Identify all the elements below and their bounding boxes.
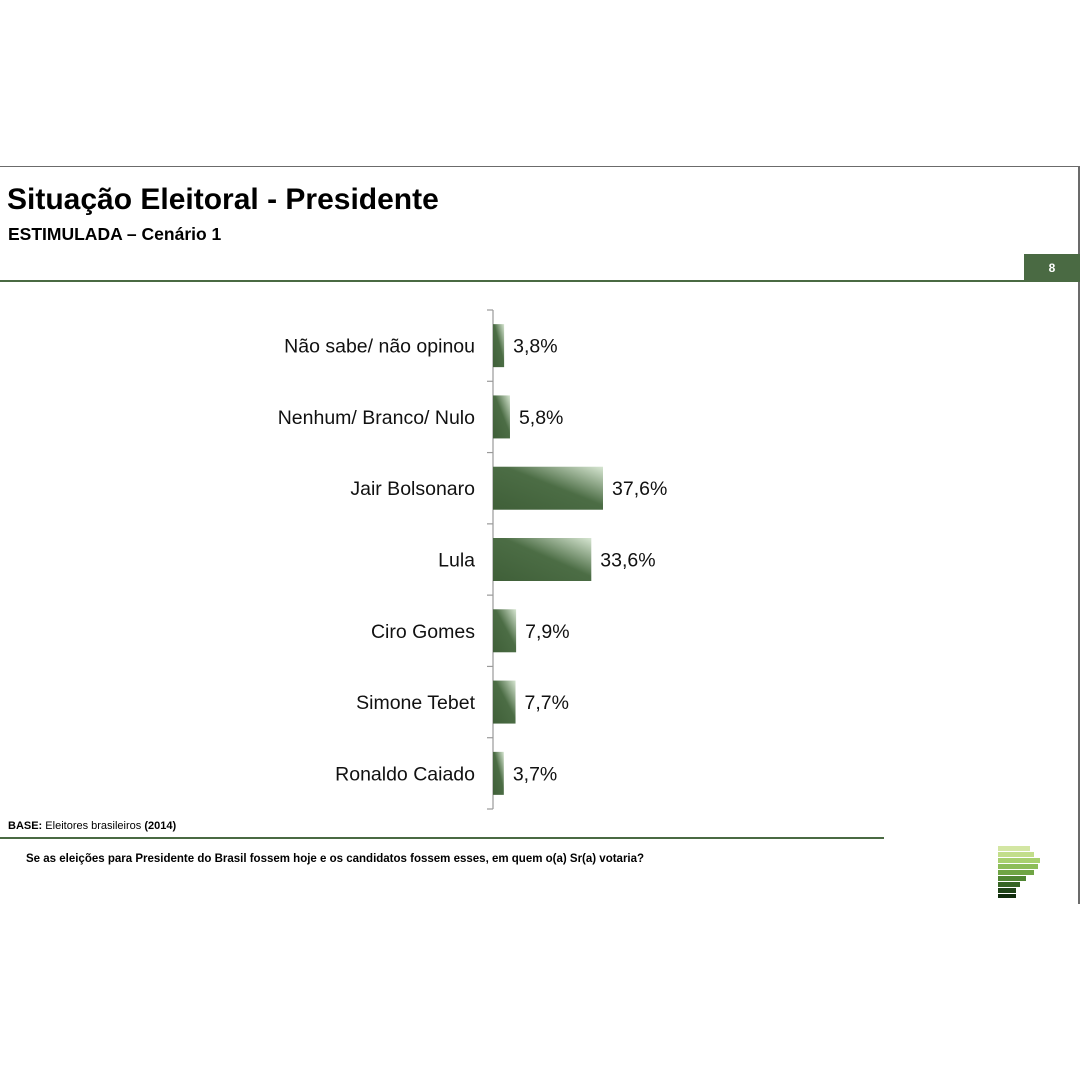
category-label: Ciro Gomes (371, 621, 475, 643)
bar (493, 680, 516, 724)
header-divider (0, 280, 1080, 282)
value-label: 3,8% (513, 336, 557, 358)
stacked-bars-logo-icon (998, 846, 1040, 898)
base-label: BASE: (8, 820, 43, 832)
page-title: Situação Eleitoral - Presidente (7, 183, 439, 216)
page-number-badge: 8 (1024, 254, 1080, 281)
survey-question: Se as eleições para Presidente do Brasil… (26, 853, 645, 865)
base-note: BASE: Eleitores brasileiros (2014) (8, 820, 176, 832)
category-label: Não sabe/ não opinou (284, 336, 475, 358)
page-subtitle: ESTIMULADA – Cenário 1 (8, 224, 222, 244)
category-label: Simone Tebet (356, 692, 475, 714)
category-label: Jair Bolsonaro (350, 478, 475, 500)
bar (493, 395, 510, 439)
slide-frame (0, 166, 1080, 907)
bar (493, 324, 505, 368)
bar (493, 466, 603, 510)
base-text: Eleitores brasileiros (45, 820, 142, 832)
footer-divider (0, 837, 884, 839)
category-label: Lula (438, 550, 475, 572)
value-label: 5,8% (519, 407, 563, 429)
value-label: 7,7% (525, 692, 569, 714)
bar (493, 609, 517, 653)
base-year: (2014) (144, 820, 177, 832)
category-label: Ronaldo Caiado (335, 763, 475, 785)
bar (493, 538, 592, 581)
value-label: 3,7% (513, 763, 557, 785)
value-label: 33,6% (600, 550, 655, 572)
value-label: 7,9% (525, 621, 569, 643)
category-label: Nenhum/ Branco/ Nulo (278, 407, 475, 429)
slide-border-right (1078, 167, 1080, 904)
value-label: 37,6% (612, 478, 667, 500)
bar (493, 751, 504, 795)
